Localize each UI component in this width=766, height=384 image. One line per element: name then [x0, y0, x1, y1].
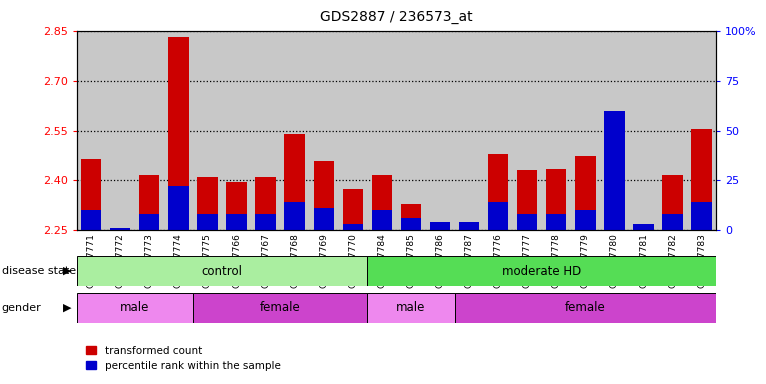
Bar [81, 210, 101, 230]
Text: GDS2887 / 236573_at: GDS2887 / 236573_at [320, 10, 473, 23]
Bar [454, 293, 716, 323]
Bar [546, 214, 567, 230]
Bar [372, 210, 392, 230]
Bar [313, 209, 334, 230]
Bar [284, 134, 305, 230]
Bar [430, 222, 450, 230]
Bar [77, 256, 368, 286]
Text: gender: gender [2, 303, 41, 313]
Text: ▶: ▶ [63, 303, 72, 313]
Bar [284, 202, 305, 230]
Legend: transformed count, percentile rank within the sample: transformed count, percentile rank withi… [82, 341, 285, 375]
Bar [342, 224, 363, 230]
Bar [342, 189, 363, 230]
Text: female: female [260, 301, 300, 314]
Bar [517, 170, 538, 230]
Bar [226, 214, 247, 230]
Bar [604, 127, 624, 230]
Text: control: control [201, 265, 243, 278]
Bar [368, 293, 454, 323]
Bar [401, 218, 421, 230]
Bar [459, 224, 480, 230]
Text: disease state: disease state [2, 266, 76, 276]
Bar [255, 177, 276, 230]
Bar [169, 37, 188, 230]
Bar [110, 229, 130, 230]
Bar [633, 225, 653, 230]
Bar [255, 214, 276, 230]
Text: moderate HD: moderate HD [502, 265, 581, 278]
Bar [139, 214, 159, 230]
Bar [372, 175, 392, 230]
Bar [430, 225, 450, 230]
Bar [313, 161, 334, 230]
Bar [139, 175, 159, 230]
Text: male: male [396, 301, 426, 314]
Bar [193, 293, 368, 323]
Bar [488, 202, 509, 230]
Bar [401, 204, 421, 230]
Bar [692, 129, 712, 230]
Bar [198, 177, 218, 230]
Bar [546, 169, 567, 230]
Bar [517, 214, 538, 230]
Bar [633, 224, 653, 230]
Text: male: male [120, 301, 149, 314]
Bar [81, 159, 101, 230]
Bar [663, 175, 683, 230]
Bar [226, 182, 247, 230]
Bar [692, 202, 712, 230]
Bar [575, 210, 595, 230]
Bar [110, 228, 130, 230]
Text: female: female [565, 301, 606, 314]
Bar [169, 187, 188, 230]
Bar [604, 111, 624, 230]
Bar [77, 293, 193, 323]
Bar [198, 214, 218, 230]
Bar [663, 214, 683, 230]
Bar [368, 256, 716, 286]
Bar [575, 156, 595, 230]
Bar [459, 222, 480, 230]
Text: ▶: ▶ [63, 266, 72, 276]
Bar [488, 154, 509, 230]
